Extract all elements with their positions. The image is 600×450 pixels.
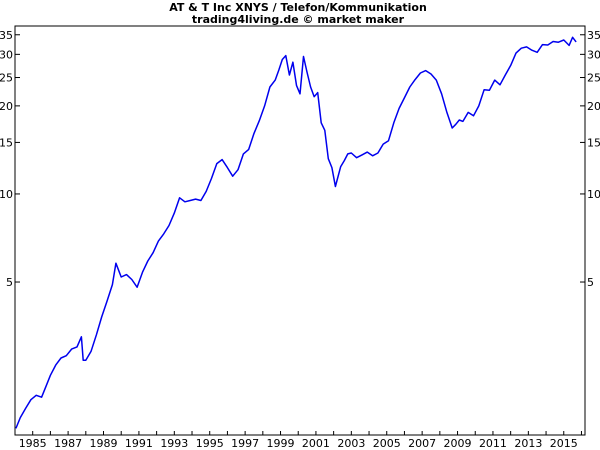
x-tick-label: 2015: [550, 437, 578, 450]
x-tick-label: 1995: [196, 437, 224, 450]
x-tick-label: 1999: [267, 437, 295, 450]
x-tick-label: 2013: [514, 437, 542, 450]
x-tick-label: 1993: [160, 437, 188, 450]
y-axis: 5 5 10 10 15 15 20 20 25 25 30 30 35 35: [0, 29, 600, 289]
y-tick-label-left: 30: [0, 48, 13, 61]
y-tick-label-right: 25: [587, 72, 600, 85]
x-tick-label: 1985: [19, 437, 47, 450]
y-tick-label-left: 20: [0, 100, 13, 113]
price-series-line: [15, 36, 577, 429]
chart-title: AT & T Inc XNYS / Telefon/Kommunikation: [169, 1, 427, 14]
x-tick-label: 2007: [408, 437, 436, 450]
x-tick-label: 2003: [337, 437, 365, 450]
x-tick-label: 1989: [90, 437, 118, 450]
x-tick-label: 1987: [54, 437, 82, 450]
chart-subtitle: trading4living.de © market maker: [192, 13, 405, 26]
y-tick-label-right: 15: [587, 136, 600, 149]
y-tick-label-left: 5: [6, 276, 13, 289]
x-tick-label: 1997: [231, 437, 259, 450]
y-tick-label-left: 15: [0, 136, 13, 149]
plot-area: [14, 25, 586, 436]
x-tick-label: 1991: [125, 437, 153, 450]
y-tick-label-right: 5: [587, 276, 594, 289]
y-tick-label-right: 35: [587, 29, 600, 42]
y-tick-label-right: 10: [587, 188, 600, 201]
y-tick-label-left: 10: [0, 188, 13, 201]
y-tick-label-left: 35: [0, 29, 13, 42]
x-tick-label: 2011: [479, 437, 507, 450]
x-tick-label: 2001: [302, 437, 330, 450]
y-tick-label-right: 30: [587, 48, 600, 61]
y-tick-label-right: 20: [587, 100, 600, 113]
y-tick-label-left: 25: [0, 72, 13, 85]
x-axis: 1985 1987 1989 1991 1993 1995 1997 1999 2001 2003…: [14, 431, 582, 450]
x-tick-label: 2005: [373, 437, 401, 450]
x-tick-label: 2009: [444, 437, 472, 450]
